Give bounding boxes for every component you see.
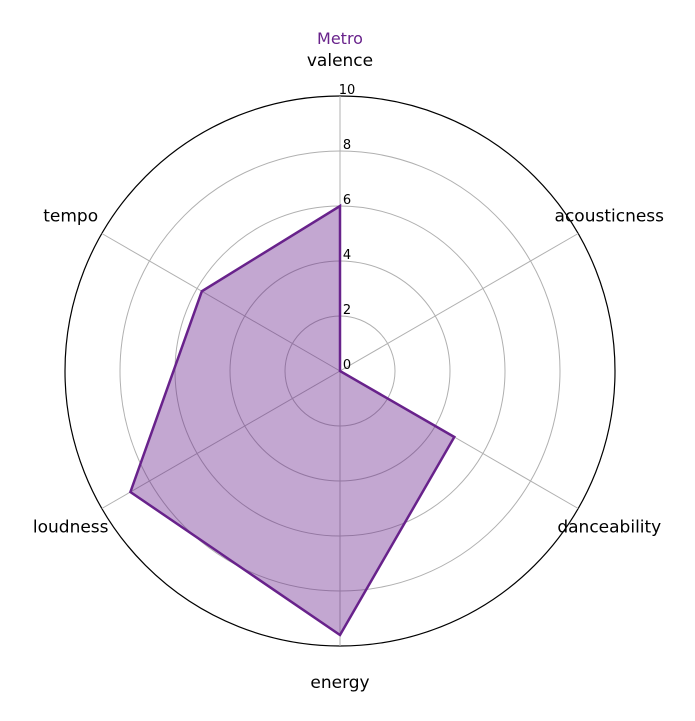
tick-label: 8 bbox=[343, 138, 351, 153]
tick-label: 0 bbox=[343, 358, 351, 373]
axis-label-danceability: danceability bbox=[557, 518, 661, 538]
radar-spoke-loudness bbox=[101, 370, 341, 509]
axis-label-energy: energy bbox=[310, 673, 369, 693]
axis-label-acousticness: acousticness bbox=[555, 207, 665, 227]
axis-labels: valence acousticness danceability energy lou… bbox=[33, 51, 664, 693]
tick-label: 2 bbox=[343, 303, 351, 318]
chart-title: Metro bbox=[317, 29, 363, 48]
axis-label-loudness: loudness bbox=[33, 518, 109, 538]
tick-label: 10 bbox=[339, 83, 356, 98]
tick-label: 4 bbox=[343, 248, 351, 263]
series-area bbox=[130, 206, 455, 635]
radar-series bbox=[128, 203, 457, 637]
radial-ticks: 0 2 4 6 8 10 bbox=[339, 83, 356, 373]
radar-spoke-acousticness bbox=[339, 233, 579, 372]
axis-label-valence: valence bbox=[307, 51, 373, 71]
radar-spoke-tempo bbox=[101, 233, 341, 372]
axis-label-tempo: tempo bbox=[43, 207, 98, 227]
tick-label: 6 bbox=[343, 193, 351, 208]
